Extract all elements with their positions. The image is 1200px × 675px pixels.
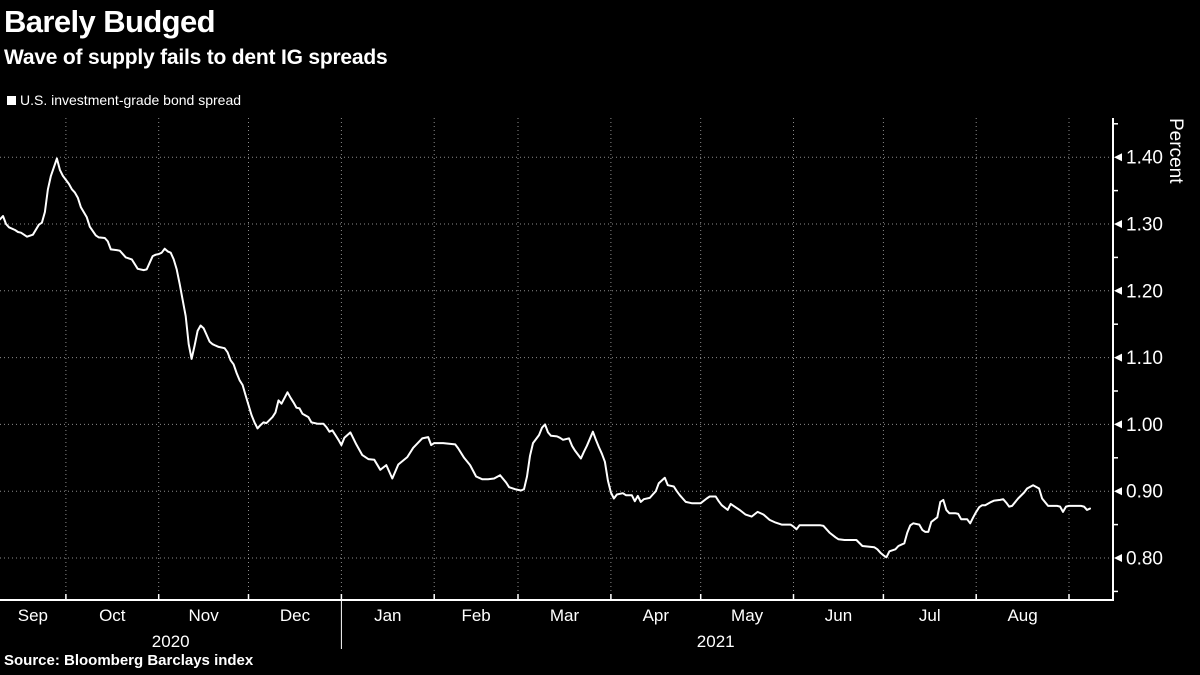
source-attribution: Source: Bloomberg Barclays index xyxy=(4,652,254,669)
month-label: Apr xyxy=(643,606,670,625)
y-major-tick xyxy=(1114,420,1122,429)
y-tick-label: 0.90 xyxy=(1126,482,1163,503)
y-tick-label: 1.30 xyxy=(1126,215,1163,236)
month-label: Jul xyxy=(919,606,941,625)
y-tick-label: 1.20 xyxy=(1126,281,1163,302)
month-label: Jun xyxy=(825,606,852,625)
legend: U.S. investment-grade bond spread xyxy=(7,92,241,108)
y-major-tick xyxy=(1114,153,1122,162)
y-major-tick xyxy=(1114,220,1122,228)
chart-title: Barely Budged xyxy=(4,4,216,39)
month-label: Nov xyxy=(188,606,219,625)
y-tick-label: 0.80 xyxy=(1126,549,1163,570)
y-axis-title: Percent xyxy=(1165,118,1186,184)
y-tick-label: 1.40 xyxy=(1126,148,1163,169)
spread-line xyxy=(0,157,1091,559)
y-major-tick xyxy=(1114,353,1122,362)
y-tick-label: 1.00 xyxy=(1126,415,1163,436)
month-label: Jan xyxy=(374,606,401,625)
chart-subtitle: Wave of supply fails to dent IG spreads xyxy=(4,46,388,69)
year-label: 2021 xyxy=(697,632,735,651)
y-major-tick xyxy=(1114,286,1122,295)
month-label: Mar xyxy=(550,606,580,625)
y-major-tick xyxy=(1114,487,1122,496)
month-label: Oct xyxy=(99,606,126,625)
month-label: May xyxy=(731,606,764,625)
y-major-tick xyxy=(1114,554,1122,562)
legend-square-icon xyxy=(7,95,16,105)
year-label: 2020 xyxy=(152,632,190,651)
month-label: Aug xyxy=(1007,606,1037,625)
month-label: Sep xyxy=(18,606,48,625)
y-tick-label: 1.10 xyxy=(1126,348,1163,369)
legend-series-label: U.S. investment-grade bond spread xyxy=(20,92,242,108)
month-label: Dec xyxy=(280,606,311,625)
month-label: Feb xyxy=(461,606,490,625)
